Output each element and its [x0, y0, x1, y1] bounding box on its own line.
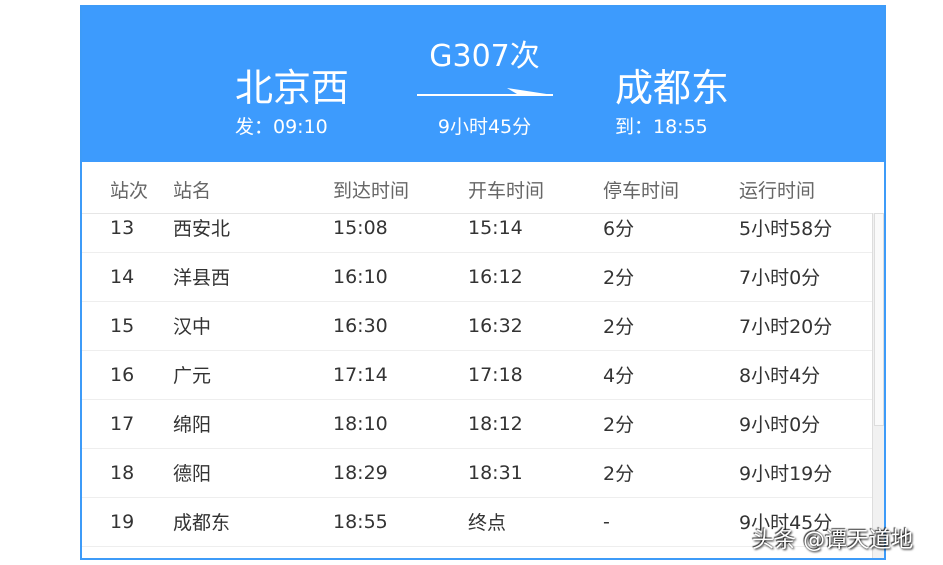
table-cell: - [603, 510, 610, 533]
col-header: 运行时间 [739, 179, 816, 202]
table-row: 17 绵阳 18:10 18:12 2分 9小时0分 [82, 399, 872, 449]
table-row: 13 西安北 15:08 15:14 6分 5小时58分 [82, 203, 872, 253]
destination-station: 成都东 [615, 66, 730, 110]
table-header: 站次 站名 到达时间 开车时间 停车时间 运行时间 [82, 165, 872, 214]
table-cell: 13 [110, 216, 135, 239]
table-cell: 7小时20分 [739, 316, 833, 338]
table-row: 14 洋县西 16:10 16:12 2分 7小时0分 [82, 252, 872, 302]
table-cell: 15 [110, 314, 135, 337]
table-cell: 终点 [468, 512, 507, 534]
table-cell: 9小时45分 [739, 512, 833, 534]
table-cell: 广元 [173, 365, 212, 387]
arrival-time: 到：18:55 [615, 116, 708, 138]
table-cell: 18:55 [333, 510, 388, 533]
table-cell: 8小时4分 [739, 365, 821, 387]
table-cell: 7小时0分 [739, 267, 821, 289]
arrow-right-icon [417, 88, 553, 96]
table-cell: 16 [110, 363, 135, 386]
table-cell: 9小时19分 [739, 463, 833, 485]
table-cell: 17:18 [468, 363, 523, 386]
col-header: 站次 [110, 179, 149, 202]
table-cell: 15:14 [468, 216, 523, 239]
table-cell: 9小时0分 [739, 414, 821, 436]
table-cell: 4分 [603, 365, 635, 387]
table-cell: 16:10 [333, 265, 388, 288]
scrollbar-thumb[interactable] [874, 213, 884, 426]
col-header: 站名 [173, 179, 212, 202]
table-cell: 2分 [603, 463, 635, 485]
watermark: 头条 @谭天道地 [752, 528, 913, 553]
table-cell: 18:31 [468, 461, 523, 484]
departure-time: 发：09:10 [235, 116, 328, 138]
table-cell: 洋县西 [173, 267, 231, 289]
table-cell: 18:10 [333, 412, 388, 435]
table-row: 18 德阳 18:29 18:31 2分 9小时19分 [82, 448, 872, 498]
table-cell: 5小时58分 [739, 218, 833, 240]
total-duration: 9小时45分 [437, 116, 532, 138]
train-schedule-panel: 北京西 发：09:10 G307次 9小时45分 成都东 到：18:55 站次 … [80, 5, 886, 560]
table-cell: 成都东 [173, 512, 231, 534]
table-cell: 西安北 [173, 218, 231, 240]
table-cell: 2分 [603, 267, 635, 289]
table-cell: 德阳 [173, 463, 212, 485]
table-cell: 17:14 [333, 363, 388, 386]
table-cell: 18:12 [468, 412, 523, 435]
train-header: 北京西 发：09:10 G307次 9小时45分 成都东 到：18:55 [82, 7, 884, 162]
scrollbar[interactable] [872, 213, 884, 558]
table-row: 15 汉中 16:30 16:32 2分 7小时20分 [82, 301, 872, 351]
table-cell: 16:30 [333, 314, 388, 337]
col-header: 开车时间 [468, 179, 545, 202]
table-cell: 17 [110, 412, 135, 435]
table-cell: 6分 [603, 218, 635, 240]
table-row: 19 成都东 18:55 终点 - 9小时45分 [82, 497, 872, 547]
table-cell: 2分 [603, 316, 635, 338]
table-cell: 19 [110, 510, 135, 533]
table-cell: 18:29 [333, 461, 388, 484]
table-cell: 15:08 [333, 216, 388, 239]
table-cell: 汉中 [173, 316, 212, 338]
col-header: 停车时间 [603, 179, 680, 202]
table-cell: 14 [110, 265, 135, 288]
col-header: 到达时间 [333, 179, 410, 202]
table-cell: 16:12 [468, 265, 523, 288]
table-cell: 18 [110, 461, 135, 484]
table-cell: 2分 [603, 414, 635, 436]
table-row: 16 广元 17:14 17:18 4分 8小时4分 [82, 350, 872, 400]
origin-station: 北京西 [235, 66, 350, 110]
train-number: G307次 [429, 39, 540, 74]
table-cell: 16:32 [468, 314, 523, 337]
table-cell: 绵阳 [173, 414, 212, 436]
